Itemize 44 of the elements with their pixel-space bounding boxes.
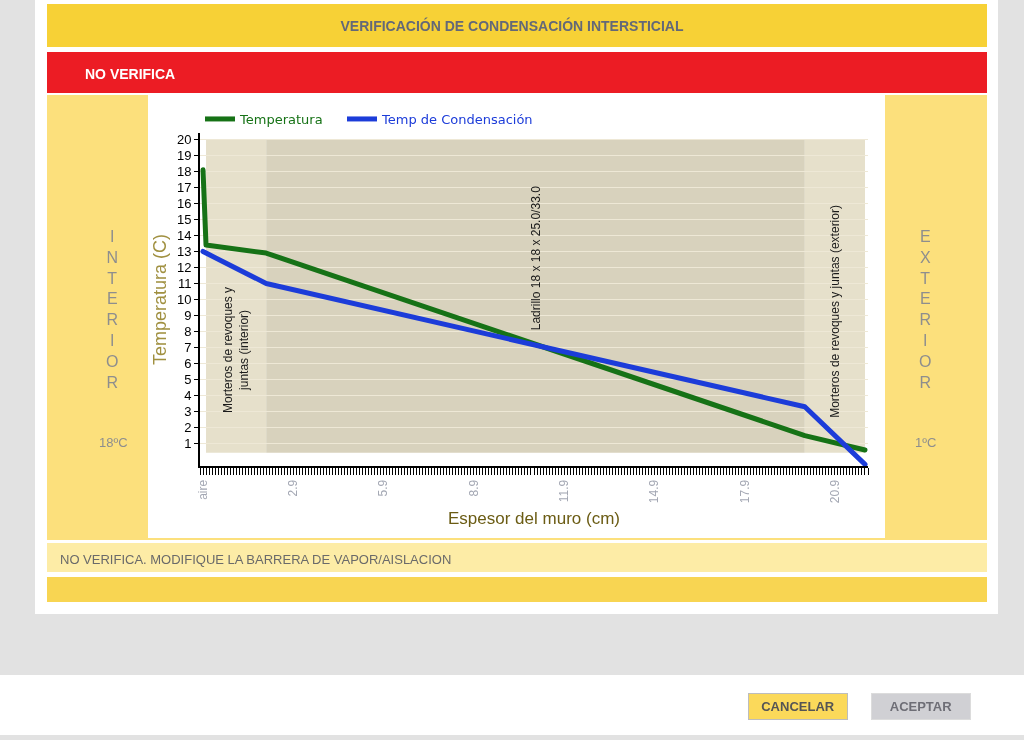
text: 18ºC — [99, 435, 128, 450]
y-tick-label: 8 — [184, 324, 192, 340]
y-tick-label: 1 — [184, 436, 192, 452]
text: INTERIOR — [106, 228, 119, 391]
y-tick-label: 2 — [184, 420, 192, 436]
band-label: Ladrillo 18 x 18 x 25.0/33.0 — [528, 185, 543, 331]
y-tick-label: 5 — [184, 372, 192, 388]
band-label: Morteros de revoques y juntas (interior) — [221, 286, 251, 413]
y-tick-label: 13 — [176, 244, 192, 260]
x-tick-label: 11.9 — [556, 479, 571, 503]
legend-label: Temp de Condensación — [381, 112, 533, 128]
y-axis-title: Temperatura (C) — [149, 233, 170, 366]
x-tick-label: 20.9 — [827, 479, 842, 504]
text: 1ºC — [915, 435, 937, 450]
y-tick-label: 10 — [176, 292, 192, 308]
legend-label: Temperatura — [239, 112, 323, 128]
y-tick-label: 9 — [184, 308, 192, 324]
x-tick-label: 5.9 — [376, 479, 391, 497]
x-tick-label: 14.9 — [647, 479, 662, 504]
y-tick-label: 20 — [176, 131, 192, 147]
x-tick-label: 2.9 — [286, 479, 301, 497]
y-tick-label: 7 — [184, 340, 192, 356]
y-tick-label: 16 — [176, 195, 192, 211]
band-label: Morteros de revoques y juntas (exterior) — [828, 205, 842, 418]
y-tick-label: 15 — [176, 212, 192, 227]
y-tick-label: 6 — [184, 356, 192, 372]
x-axis-title: Espesor del muro (cm) — [448, 509, 620, 529]
x-tick-label: aire — [195, 479, 210, 500]
x-tick-label: 17.9 — [737, 479, 752, 504]
y-tick-label: 18 — [176, 163, 192, 179]
text: ACEPTAR — [889, 699, 953, 714]
text: EXTERIOR — [919, 228, 932, 391]
y-tick-label: 19 — [176, 147, 192, 163]
y-tick-label: 14 — [176, 228, 192, 244]
x-tick-label: 8.9 — [466, 479, 481, 497]
chart-subtitle: NO VERIFICA — [85, 66, 176, 82]
y-tick-label: 4 — [184, 388, 192, 404]
text: CANCELAR — [761, 699, 835, 714]
y-tick-label: 12 — [176, 260, 192, 276]
text: NO VERIFICA. MODIFIQUE LA BARRERA DE VAPOR/AISLACION — [60, 552, 452, 567]
y-tick-label: 17 — [176, 179, 192, 195]
y-tick-label: 3 — [184, 404, 192, 420]
y-tick-label: 11 — [177, 276, 192, 292]
chart-title: VERIFICACIÓN DE CONDENSACIÓN INTERSTICIAL — [340, 16, 684, 34]
